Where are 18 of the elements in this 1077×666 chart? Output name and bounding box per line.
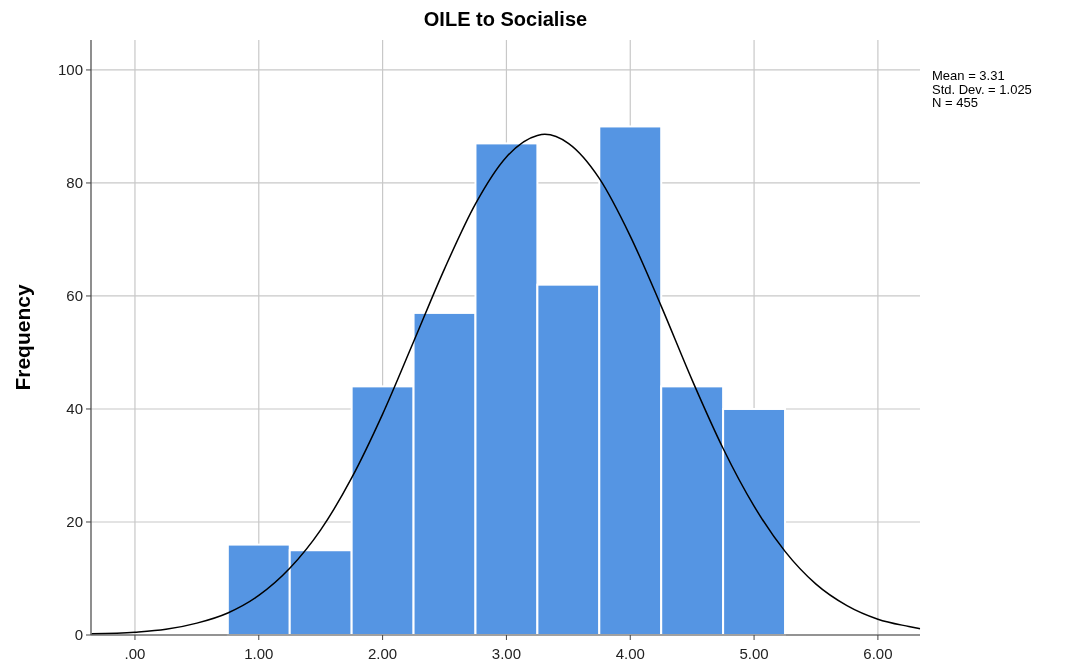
x-tick-label: 3.00 bbox=[491, 645, 522, 662]
x-tick-label: .00 bbox=[124, 645, 146, 662]
y-tick-label: 0 bbox=[74, 626, 83, 644]
y-axis-title: Frequency bbox=[11, 284, 34, 391]
chart-title: OILE to Socialise bbox=[423, 8, 588, 30]
y-tick-label: 100 bbox=[57, 61, 83, 79]
x-tick-label: 5.00 bbox=[739, 645, 769, 662]
text: N = 455 bbox=[932, 95, 978, 110]
x-tick-label: 6.00 bbox=[863, 645, 893, 662]
x-tick-label: 2.00 bbox=[368, 645, 398, 662]
y-tick-label: 20 bbox=[66, 513, 83, 531]
y-tick-label: 80 bbox=[66, 174, 83, 192]
x-tick-label: 1.00 bbox=[244, 645, 274, 662]
text: Std. Dev. = 1.025 bbox=[932, 81, 1032, 97]
y-tick-label: 60 bbox=[66, 287, 83, 305]
text: Mean = 3.31 bbox=[932, 68, 1005, 83]
x-tick-label: 4.00 bbox=[615, 645, 645, 662]
y-tick-label: 40 bbox=[66, 400, 83, 418]
